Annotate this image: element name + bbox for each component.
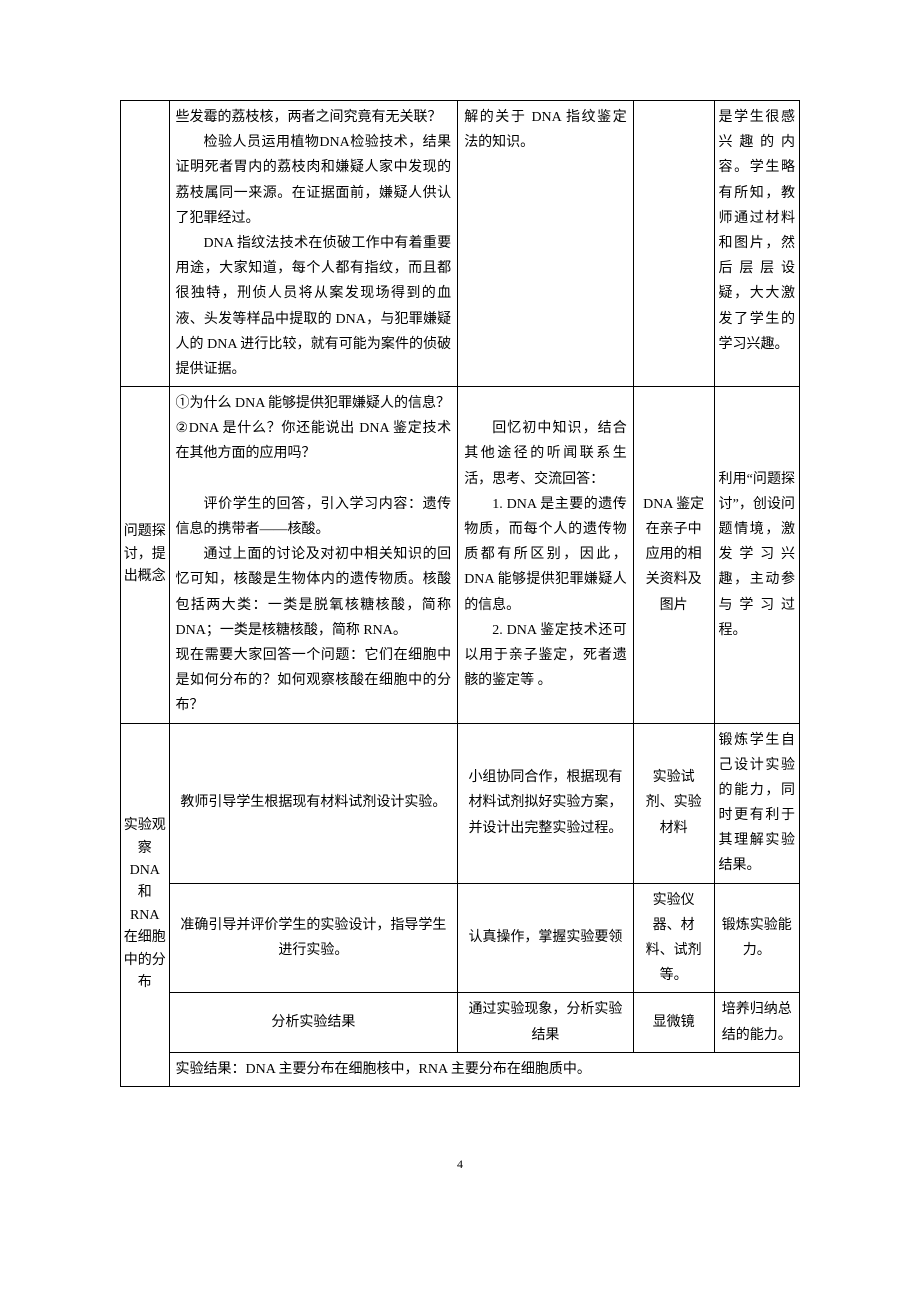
media-cell: 实验仪器、材料、试剂等。 — [633, 883, 714, 993]
intent-text: 培养归纳总结的能力。 — [722, 1002, 792, 1042]
teacher-text: DNA 指纹法技术在侦破工作中有着重要用途，大家知道，每个人都有指纹，而且都很独… — [176, 231, 452, 382]
row-label-cell: 问题探讨，提出概念 — [121, 387, 170, 723]
student-text: 通过实验现象，分析实验结果 — [468, 1002, 622, 1042]
row-label-cell: 实验观察 DNA 和 RNA 在细胞中的分布 — [121, 723, 170, 1086]
table-row: 实验结果：DNA 主要分布在细胞核中，RNA 主要分布在细胞质中。 — [121, 1052, 800, 1086]
student-activity-cell: 回忆初中知识，结合其他途径的听闻联系生活，思考、交流回答： 1. DNA 是主要… — [458, 387, 634, 723]
media-cell: DNA 鉴定在亲子中应用的相关资料及图片 — [633, 387, 714, 723]
student-text: 认真操作，掌握实验要领 — [468, 930, 622, 945]
table-row: 问题探讨，提出概念 ①为什么 DNA 能够提供犯罪嫌疑人的信息？ ②DNA 是什… — [121, 387, 800, 723]
teacher-text: 通过上面的讨论及对初中相关知识的回忆可知，核酸是生物体内的遗传物质。核酸包括两大… — [176, 542, 452, 643]
row-label-cell — [121, 101, 170, 387]
lesson-plan-table: 些发霉的荔枝核，两者之间究竟有无关联？ 检验人员运用植物DNA检验技术，结果证明… — [120, 100, 800, 1087]
document-page: 些发霉的荔枝核，两者之间究竟有无关联？ 检验人员运用植物DNA检验技术，结果证明… — [0, 0, 920, 1212]
student-text: 解的关于 DNA 指纹鉴定法的知识。 — [464, 110, 627, 150]
teacher-activity-cell: 分析实验结果 — [169, 993, 458, 1052]
teacher-activity-cell: 准确引导并评价学生的实验设计，指导学生进行实验。 — [169, 883, 458, 993]
teacher-text: 教师引导学生根据现有材料试剂设计实验。 — [180, 795, 446, 810]
design-intent-cell: 利用“问题探讨”，创设问题情境，激发学习兴趣，主动参与学习过程。 — [714, 387, 799, 723]
table-row: 分析实验结果 通过实验现象，分析实验结果 显微镜 培养归纳总结的能力。 — [121, 993, 800, 1052]
student-text: 1. DNA 是主要的遗传物质，而每个人的遗传物质都有所区别，因此，DNA 能够… — [464, 492, 627, 618]
student-activity-cell: 解的关于 DNA 指纹鉴定法的知识。 — [458, 101, 634, 387]
student-activity-cell: 认真操作，掌握实验要领 — [458, 883, 634, 993]
intent-text: 锻炼学生自己设计实验的能力，同时更有利于其理解实验结果。 — [719, 733, 795, 874]
table-row: 实验观察 DNA 和 RNA 在细胞中的分布 教师引导学生根据现有材料试剂设计实… — [121, 723, 800, 883]
intent-text: 锻炼实验能力。 — [722, 918, 792, 958]
student-text: 回忆初中知识，结合其他途径的听闻联系生活，思考、交流回答： — [464, 416, 627, 492]
media-cell — [633, 101, 714, 387]
teacher-text: 准确引导并评价学生的实验设计，指导学生进行实验。 — [180, 918, 446, 958]
teacher-text: ②DNA 是什么？你还能说出 DNA 鉴定技术在其他方面的应用吗？ — [176, 416, 452, 466]
row-label-text: 实验观察 DNA 和 RNA 在细胞中的分布 — [123, 815, 167, 994]
teacher-activity-cell: 教师引导学生根据现有材料试剂设计实验。 — [169, 723, 458, 883]
teacher-text: 评价学生的回答，引入学习内容：遗传信息的携带者——核酸。 — [176, 492, 452, 542]
media-text: 显微镜 — [653, 1015, 695, 1030]
table-row: 些发霉的荔枝核，两者之间究竟有无关联？ 检验人员运用植物DNA检验技术，结果证明… — [121, 101, 800, 387]
student-text: 小组协同合作，根据现有材料试剂拟好实验方案，并设计出完整实验过程。 — [468, 770, 622, 835]
teacher-text: 检验人员运用植物DNA检验技术，结果证明死者胃内的荔枝肉和嫌疑人家中发现的荔枝属… — [176, 130, 452, 231]
design-intent-cell: 锻炼学生自己设计实验的能力，同时更有利于其理解实验结果。 — [714, 723, 799, 883]
student-activity-cell: 小组协同合作，根据现有材料试剂拟好实验方案，并设计出完整实验过程。 — [458, 723, 634, 883]
row-label-text: 问题探讨，提出概念 — [123, 521, 167, 588]
experiment-result-cell: 实验结果：DNA 主要分布在细胞核中，RNA 主要分布在细胞质中。 — [169, 1052, 800, 1086]
teacher-activity-cell: 些发霉的荔枝核，两者之间究竟有无关联？ 检验人员运用植物DNA检验技术，结果证明… — [169, 101, 458, 387]
teacher-text: 些发霉的荔枝核，两者之间究竟有无关联？ — [176, 105, 452, 130]
teacher-activity-cell: ①为什么 DNA 能够提供犯罪嫌疑人的信息？ ②DNA 是什么？你还能说出 DN… — [169, 387, 458, 723]
student-activity-cell: 通过实验现象，分析实验结果 — [458, 993, 634, 1052]
media-text: 实验仪器、材料、试剂等。 — [646, 893, 702, 984]
design-intent-cell: 是学生很感兴趣的内容。学生略有所知，教师通过材料和图片，然后层层设疑，大大激发了… — [714, 101, 799, 387]
teacher-text: ①为什么 DNA 能够提供犯罪嫌疑人的信息？ — [176, 391, 452, 416]
result-text: 实验结果：DNA 主要分布在细胞核中，RNA 主要分布在细胞质中。 — [176, 1062, 591, 1077]
media-cell: 实验试剂、实验材料 — [633, 723, 714, 883]
media-text: DNA 鉴定在亲子中应用的相关资料及图片 — [643, 497, 704, 613]
intent-text: 是学生很感兴趣的内容。学生略有所知，教师通过材料和图片，然后层层设疑，大大激发了… — [719, 110, 795, 352]
design-intent-cell: 锻炼实验能力。 — [714, 883, 799, 993]
student-text: 2. DNA 鉴定技术还可以用于亲子鉴定，死者遗骸的鉴定等 。 — [464, 618, 627, 694]
media-cell: 显微镜 — [633, 993, 714, 1052]
teacher-text: 现在需要大家回答一个问题：它们在细胞中是如何分布的？如何观察核酸在细胞中的分布？ — [176, 643, 452, 719]
table-row: 准确引导并评价学生的实验设计，指导学生进行实验。 认真操作，掌握实验要领 实验仪… — [121, 883, 800, 993]
page-number: 4 — [120, 1157, 800, 1172]
intent-text: 利用“问题探讨”，创设问题情境，激发学习兴趣，主动参与学习过程。 — [719, 472, 795, 638]
teacher-text — [176, 467, 452, 492]
media-text: 实验试剂、实验材料 — [646, 770, 702, 835]
teacher-text: 分析实验结果 — [271, 1015, 355, 1030]
design-intent-cell: 培养归纳总结的能力。 — [714, 993, 799, 1052]
